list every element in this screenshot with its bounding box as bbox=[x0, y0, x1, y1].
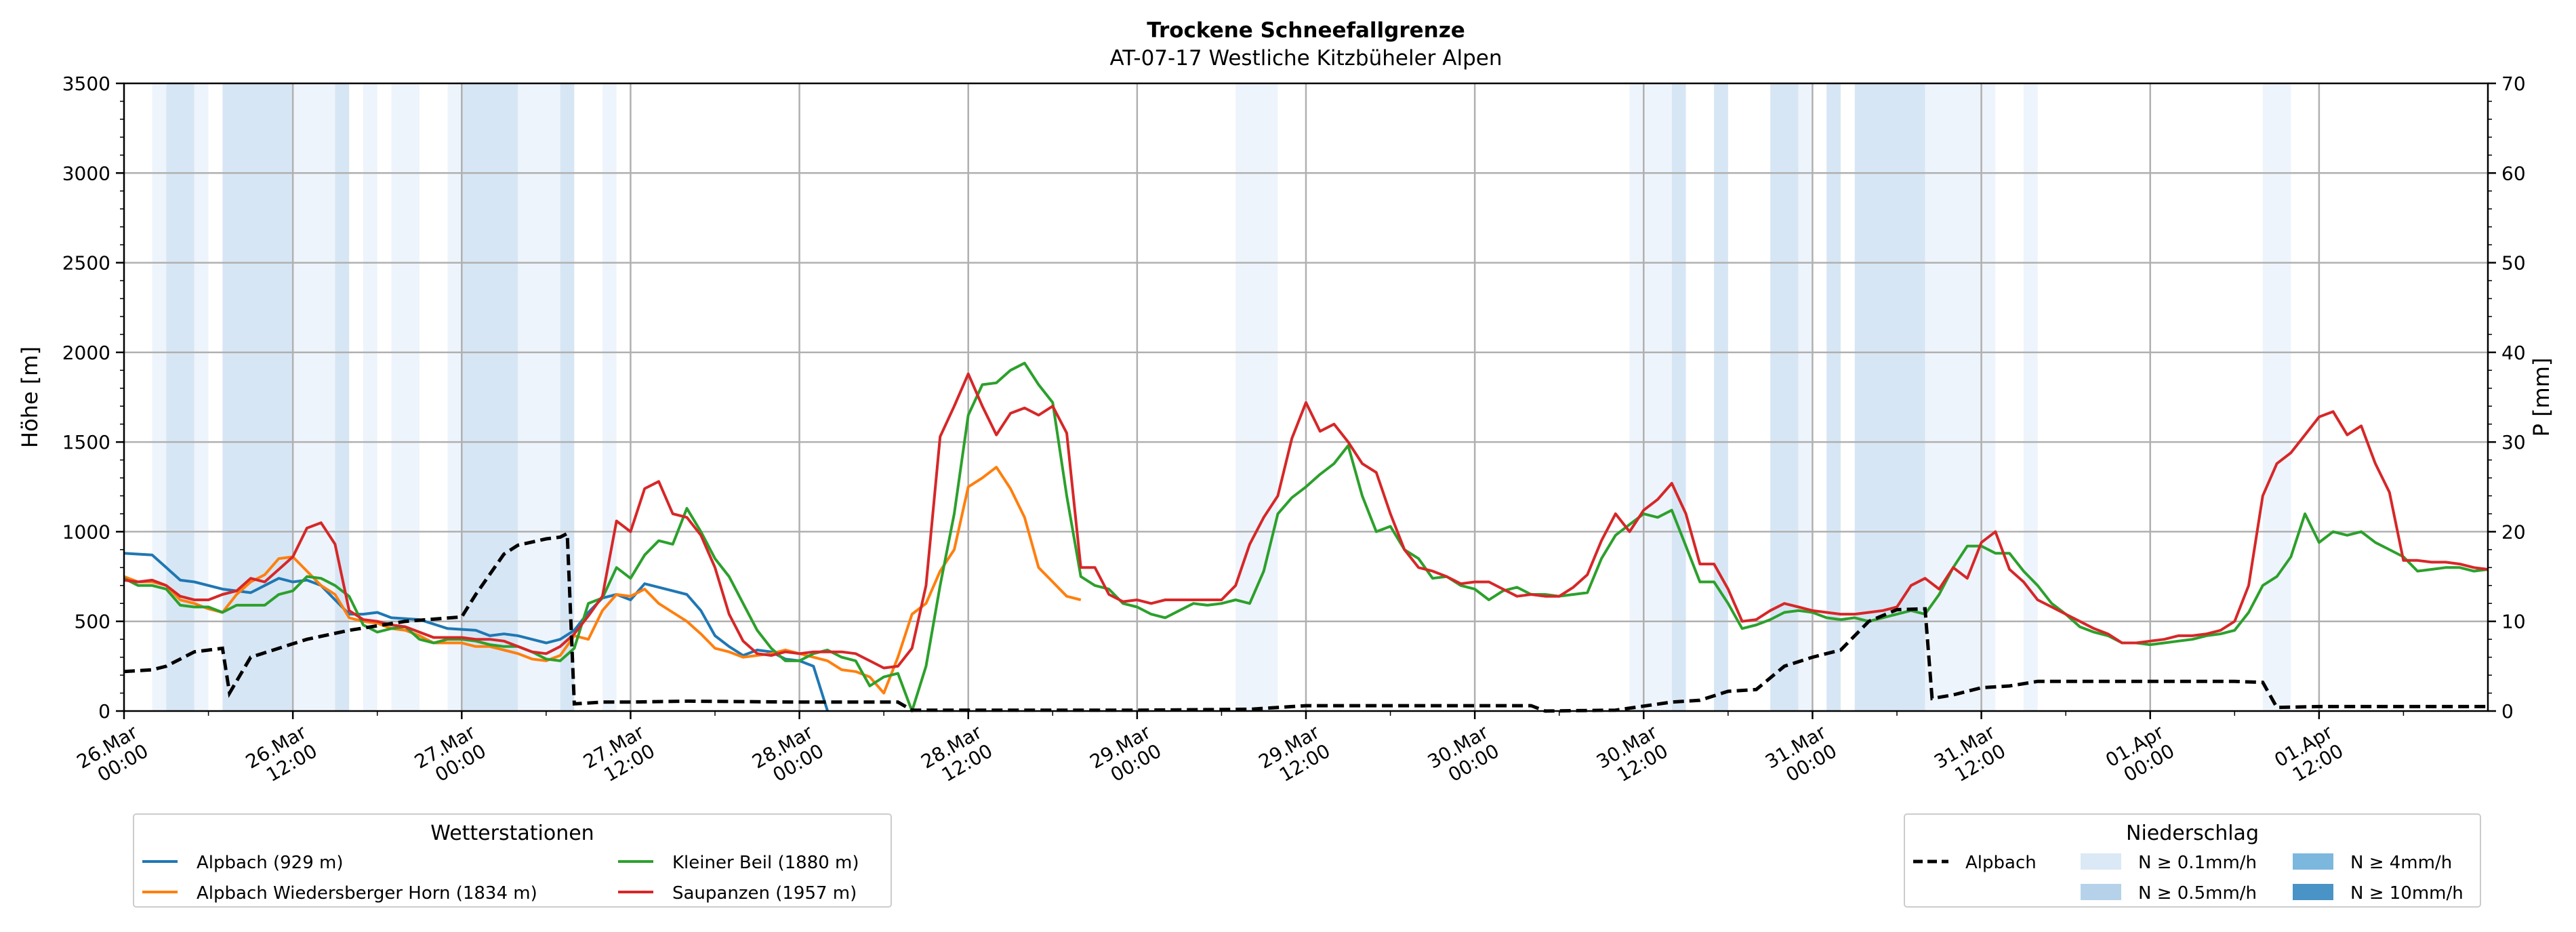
precip-band-9 bbox=[462, 83, 518, 711]
legend-label-alpbach: Alpbach (929 m) bbox=[197, 853, 344, 873]
precip-band-11 bbox=[560, 83, 575, 711]
precip-band-21 bbox=[1925, 83, 1996, 711]
y-tick-label-1000: 1000 bbox=[62, 521, 110, 543]
legend-label-precip-alpbach: Alpbach bbox=[1965, 853, 2037, 873]
y2-tick-label-20: 20 bbox=[2501, 521, 2526, 543]
legend-precip-frame bbox=[1904, 813, 2481, 908]
precip-band-16 bbox=[1714, 83, 1728, 711]
precip-band-8 bbox=[447, 83, 462, 711]
series-line-3 bbox=[123, 372, 2489, 670]
grid-lines bbox=[124, 83, 2488, 711]
precip-band-6 bbox=[363, 83, 377, 711]
y2-tick-label-50: 50 bbox=[2501, 252, 2526, 275]
legend-patch-0-5 bbox=[2081, 884, 2121, 900]
legend-patch-10 bbox=[2293, 884, 2333, 900]
precipitation-line bbox=[123, 531, 2488, 713]
y2-tick-label-30: 30 bbox=[2501, 431, 2526, 453]
legend-label-wiedersberger-horn: Alpbach Wiedersberger Horn (1834 m) bbox=[197, 883, 537, 904]
precip-band-15 bbox=[1671, 83, 1686, 711]
precip-band-22 bbox=[2023, 83, 2038, 711]
legend-stations-frame bbox=[133, 813, 892, 908]
y2-tick-label-40: 40 bbox=[2501, 342, 2526, 364]
legend-label-10: N ≥ 10mm/h bbox=[2350, 883, 2463, 904]
y-tick-label-3500: 3500 bbox=[62, 73, 110, 95]
y-tick-label-2000: 2000 bbox=[62, 342, 110, 364]
y-axis-label: Höhe [m] bbox=[17, 346, 43, 448]
precip-band-3 bbox=[222, 83, 293, 711]
legend-label-0-5: N ≥ 0.5mm/h bbox=[2138, 883, 2257, 904]
precip-band-23 bbox=[2262, 83, 2291, 711]
precip-band-13 bbox=[1235, 83, 1278, 711]
y2-tick-label-10: 10 bbox=[2501, 611, 2526, 633]
legend-label-0-1: N ≥ 0.1mm/h bbox=[2138, 853, 2257, 873]
precip-band-14 bbox=[1629, 83, 1672, 711]
y2-tick-label-60: 60 bbox=[2501, 162, 2526, 184]
precip-line-alpbach bbox=[123, 531, 2488, 713]
y-tick-label-0: 0 bbox=[98, 700, 110, 723]
y-tick-label-1500: 1500 bbox=[62, 431, 110, 453]
precip-band-10 bbox=[518, 83, 560, 711]
y2-tick-label-0: 0 bbox=[2501, 700, 2514, 723]
legend-patch-0-1 bbox=[2081, 853, 2121, 870]
precip-band-1 bbox=[166, 83, 195, 711]
legend-precip-title: Niederschlag bbox=[2126, 822, 2259, 845]
legend-patch-4 bbox=[2293, 853, 2333, 870]
series-lines bbox=[123, 361, 2489, 712]
precip-band-2 bbox=[194, 83, 209, 711]
precip-band-4 bbox=[293, 83, 335, 711]
y-tick-label-500: 500 bbox=[75, 611, 110, 633]
legend-label-kleiner-beil: Kleiner Beil (1880 m) bbox=[672, 853, 859, 873]
chart-subtitle: AT-07-17 Westliche Kitzbüheler Alpen bbox=[1110, 46, 1502, 70]
precip-band-20 bbox=[1854, 83, 1925, 711]
precip-band-0 bbox=[152, 83, 167, 711]
y-tick-label-2500: 2500 bbox=[62, 252, 110, 275]
precip-band-19 bbox=[1826, 83, 1841, 711]
legend-precipitation: Niederschlag Alpbach N ≥ 0.1mm/h N ≥ 0.5… bbox=[1904, 813, 2481, 908]
legend-stations: Wetterstationen Alpbach (929 m) Alpbach … bbox=[133, 813, 892, 908]
chart-title: Trockene Schneefallgrenze bbox=[1147, 18, 1465, 43]
legend-label-4: N ≥ 4mm/h bbox=[2350, 853, 2452, 873]
legend-label-saupanzen: Saupanzen (1957 m) bbox=[672, 883, 857, 904]
y2-axis-label: P [mm] bbox=[2529, 358, 2554, 437]
precip-band-5 bbox=[335, 83, 350, 711]
precip-band-12 bbox=[602, 83, 617, 711]
y2-tick-label-70: 70 bbox=[2501, 73, 2526, 95]
legend-stations-title: Wetterstationen bbox=[430, 822, 594, 845]
y-tick-label-3000: 3000 bbox=[62, 162, 110, 184]
precip-band-18 bbox=[1798, 83, 1813, 711]
series-line-0 bbox=[123, 552, 830, 712]
precipitation-bands bbox=[152, 83, 2291, 711]
precip-band-7 bbox=[391, 83, 420, 711]
